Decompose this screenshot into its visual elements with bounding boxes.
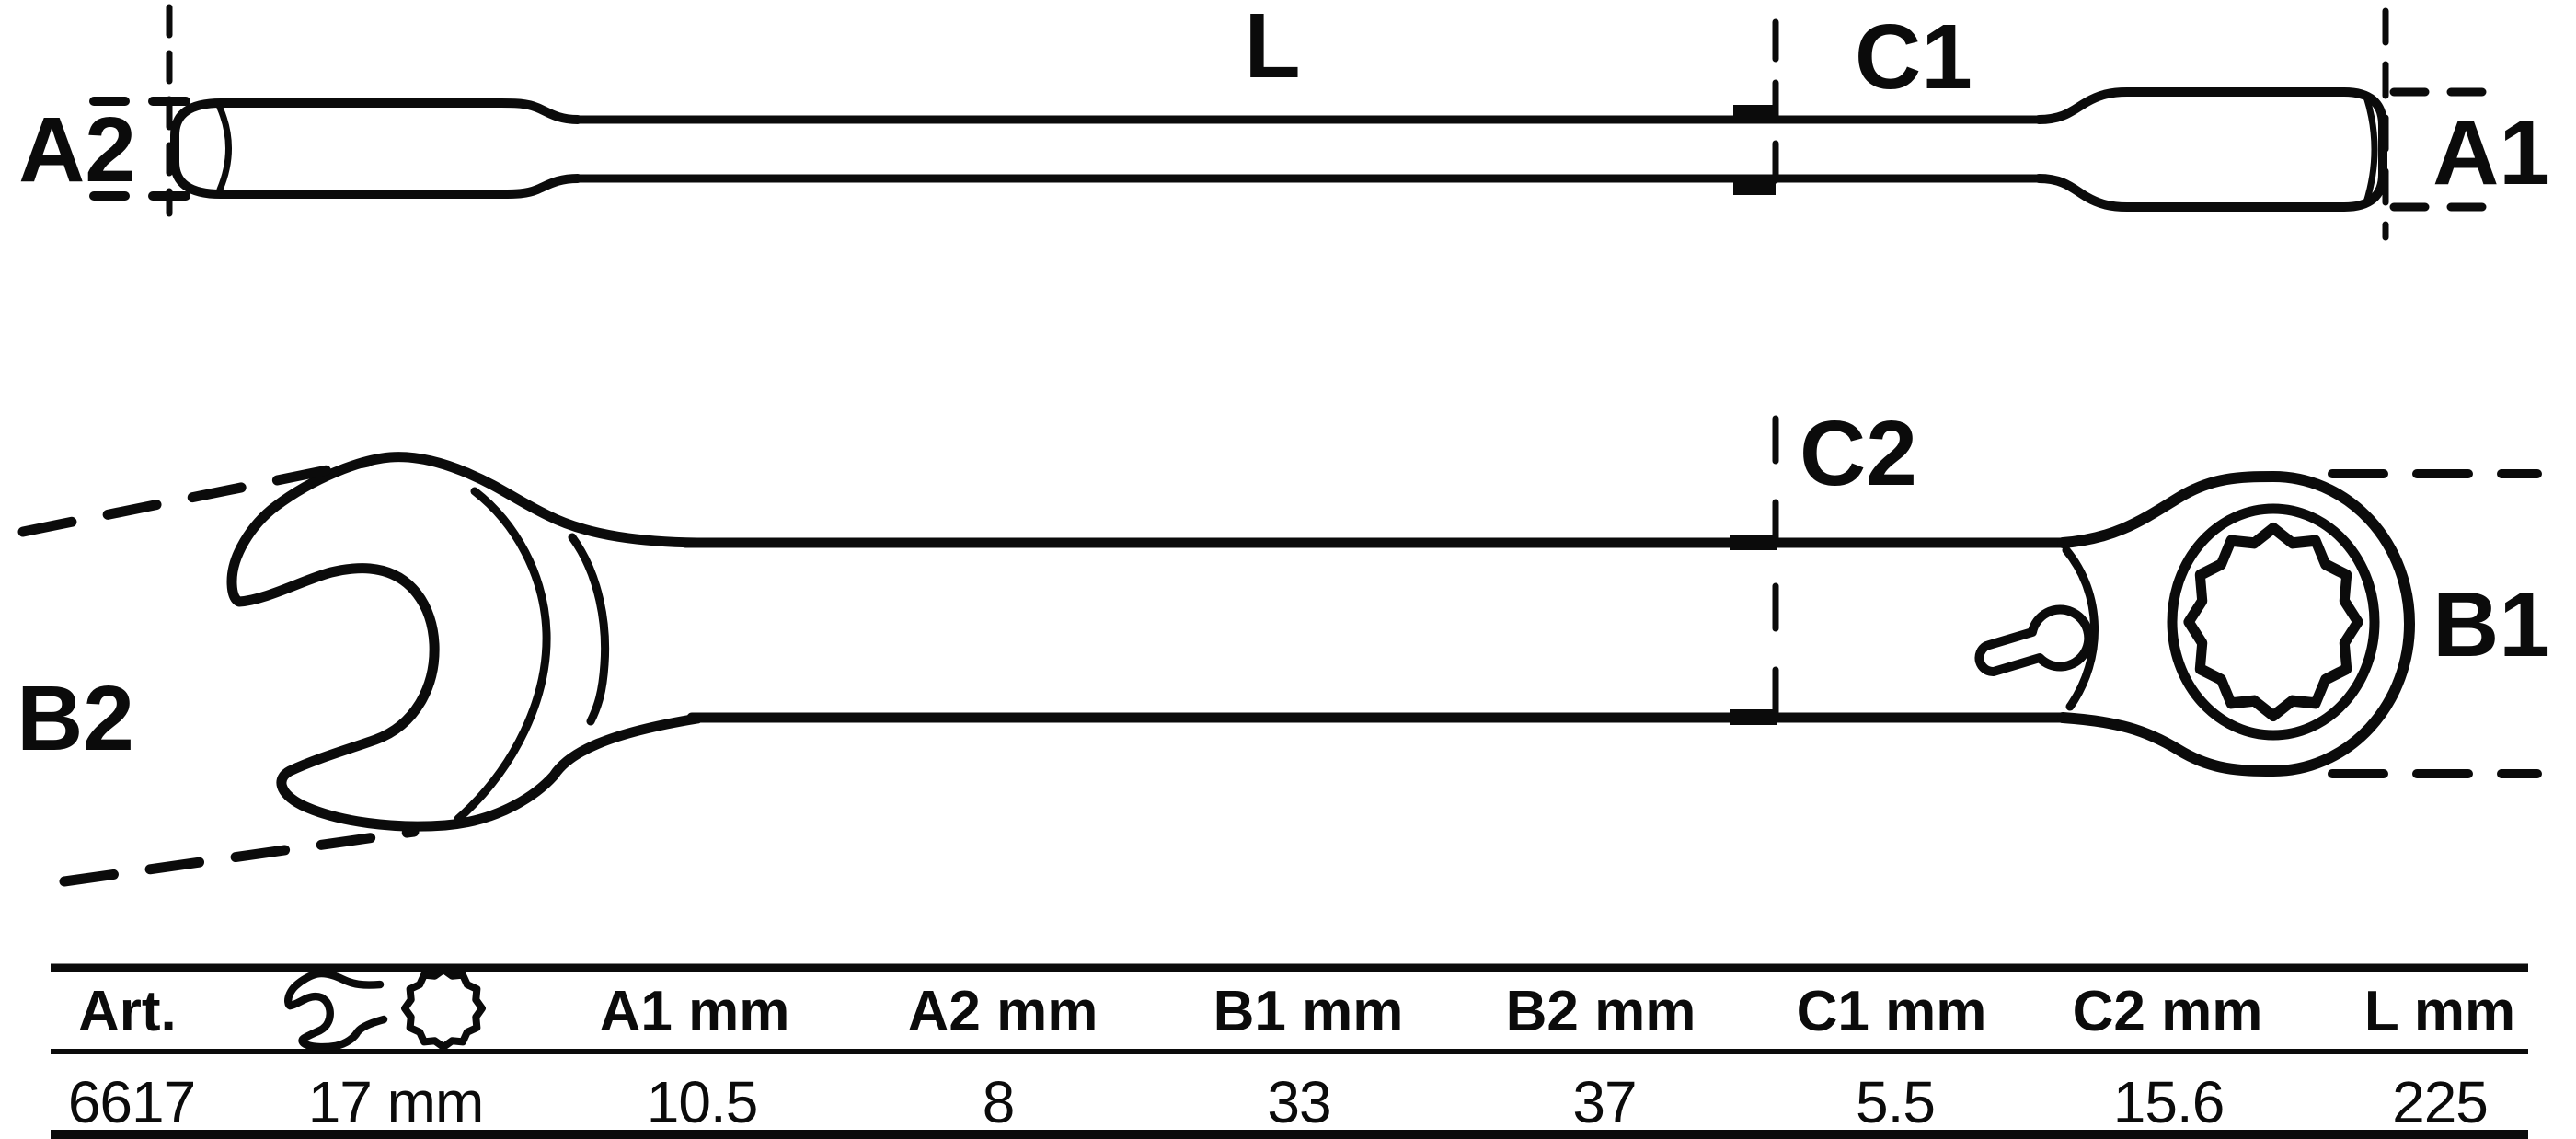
dim-c2-tick-top — [1730, 535, 1777, 550]
label-c1: C1 — [1855, 6, 1972, 109]
ring-end-cap-curve — [2363, 93, 2378, 206]
table-value-row: 6617 17 mm 10.5 8 33 37 5.5 15.6 225 — [68, 1069, 2489, 1135]
label-c2: C2 — [1800, 402, 1917, 505]
col-header-a1: A1 mm — [600, 980, 790, 1043]
dim-b2-dash-upper — [17, 456, 374, 537]
col-header-b1: B1 mm — [1213, 980, 1404, 1043]
twelve-point-ring-icon — [405, 970, 482, 1047]
cell-b1: 33 — [1267, 1069, 1330, 1135]
label-b1: B1 — [2432, 573, 2550, 676]
col-header-l: L mm — [2364, 980, 2515, 1043]
col-header-art: Art. — [78, 980, 177, 1043]
ring-end-head-side-outline — [2034, 87, 2387, 212]
dim-c1-tick-bottom — [1733, 180, 1776, 195]
label-length: L — [1244, 0, 1300, 98]
cell-c1: 5.5 — [1856, 1069, 1935, 1135]
label-a2: A2 — [18, 98, 136, 201]
twelve-point-bore — [2189, 528, 2358, 716]
ring-end-outline — [2057, 471, 2415, 777]
cell-art-no: 6617 — [68, 1069, 195, 1135]
cell-size: 17 mm — [308, 1069, 484, 1135]
label-a1: A1 — [2432, 101, 2550, 204]
cell-b2: 37 — [1572, 1069, 1636, 1135]
open-end-face-line-outer — [454, 487, 551, 823]
open-end-jaw-outline — [232, 457, 697, 826]
col-header-a2: A2 mm — [908, 980, 1098, 1043]
col-header-c1: C1 mm — [1797, 980, 1987, 1043]
open-end-wrench-icon — [285, 967, 385, 1050]
ratchet-reverse-pin — [1974, 604, 2094, 676]
dimension-labels: A2 L C1 A1 B2 C2 B1 — [17, 0, 2550, 770]
cell-c2: 15.6 — [2113, 1069, 2225, 1135]
dim-c2-tick-bottom — [1730, 709, 1777, 725]
col-header-c2: C2 mm — [2073, 980, 2263, 1043]
ring-neck-chamfer-curve — [2062, 546, 2099, 711]
dim-c1-tick-top — [1733, 105, 1776, 120]
table-header-row: Art. A1 mm A2 mm B1 mm B2 mm C1 mm C2 mm… — [78, 967, 2515, 1050]
label-b2: B2 — [17, 667, 134, 770]
bottom-view-face-profile — [17, 415, 2542, 887]
cell-a1: 10.5 — [647, 1069, 758, 1135]
spec-table: Art. A1 mm A2 mm B1 mm B2 mm C1 mm C2 mm… — [51, 967, 2528, 1139]
open-end-cap-curve — [216, 104, 232, 193]
col-header-b2: B2 mm — [1506, 980, 1696, 1043]
cell-l: 225 — [2392, 1069, 2488, 1135]
ring-inner-rim — [2167, 503, 2380, 741]
open-end-face-line-inner — [568, 533, 610, 726]
cell-a2: 8 — [983, 1069, 1015, 1135]
dim-b2-dash-lower — [59, 826, 420, 887]
open-end-head-side-outline — [170, 98, 582, 199]
top-view-side-profile — [89, 4, 2493, 241]
